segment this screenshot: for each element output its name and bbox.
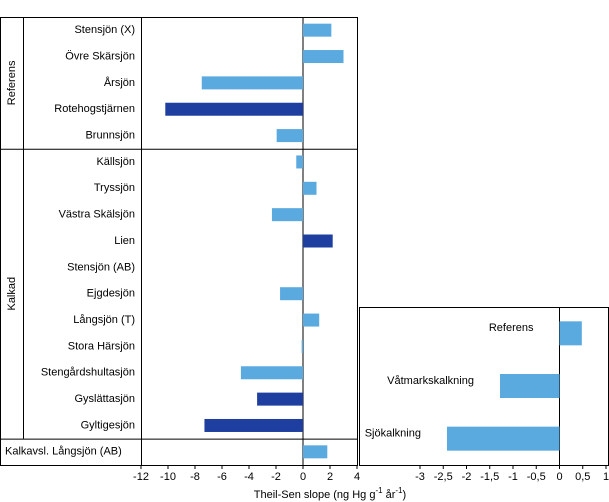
bar bbox=[303, 50, 344, 64]
bar bbox=[240, 366, 303, 380]
group-label: Referens bbox=[6, 60, 18, 105]
bar bbox=[276, 129, 303, 143]
group-label: Kalkad bbox=[6, 277, 18, 311]
category-label: Långsjön (T) bbox=[73, 314, 135, 326]
x-axis-label-part: -1 bbox=[375, 486, 383, 495]
bar bbox=[271, 208, 303, 222]
x-tick-label: -2,5 bbox=[434, 471, 453, 483]
bar bbox=[303, 445, 328, 459]
category-label: Stora Härsjön bbox=[68, 340, 135, 352]
bar bbox=[296, 155, 303, 169]
x-axis-label-part: år bbox=[383, 489, 396, 501]
bar bbox=[257, 392, 303, 406]
category-label: Lien bbox=[114, 235, 135, 247]
bar bbox=[303, 313, 320, 327]
category-label: Tryssjön bbox=[94, 182, 135, 194]
x-tick-label: -0,5 bbox=[527, 471, 546, 483]
category-label: Gyltigesjön bbox=[81, 419, 135, 431]
x-tick-label: -1 bbox=[508, 471, 518, 483]
category-label: Västra Skälsjön bbox=[59, 209, 135, 221]
x-axis-label-part: -1 bbox=[395, 486, 403, 495]
category-label: Rotehogstjärnen bbox=[54, 103, 135, 115]
category-label: Våtmarkskalkning bbox=[387, 375, 474, 387]
bar bbox=[559, 321, 582, 346]
category-label: Sjökalkning bbox=[365, 428, 421, 440]
x-tick-label: 0 bbox=[556, 471, 562, 483]
bar bbox=[204, 418, 303, 432]
category-label: Referens bbox=[489, 322, 534, 334]
x-tick-label: 1 bbox=[603, 471, 609, 483]
bar bbox=[446, 426, 560, 451]
bar bbox=[499, 374, 560, 398]
bar bbox=[303, 181, 317, 195]
bar bbox=[280, 287, 303, 301]
x-tick-label: -4 bbox=[244, 471, 254, 483]
category-label: Ejgdesjön bbox=[87, 288, 135, 300]
x-tick-label: -2 bbox=[271, 471, 281, 483]
bar bbox=[201, 76, 303, 90]
x-axis-label-part: ) bbox=[403, 489, 407, 501]
x-tick-label: 0 bbox=[300, 471, 306, 483]
bar bbox=[303, 23, 332, 37]
x-axis-label: Theil-Sen slope (ng Hg g-1 år-1) bbox=[254, 486, 406, 501]
category-label: Årsjön bbox=[104, 76, 135, 89]
bar bbox=[301, 339, 303, 353]
x-tick-label: 2 bbox=[327, 471, 333, 483]
x-axis-label-part: Theil-Sen slope (ng Hg g bbox=[254, 489, 376, 501]
x-tick-label: -2 bbox=[462, 471, 472, 483]
category-label: Kalkavsl. Långsjön (AB) bbox=[5, 446, 122, 458]
bar bbox=[165, 102, 303, 116]
category-label: Brunnsjön bbox=[85, 129, 135, 141]
x-tick-label: -6 bbox=[217, 471, 227, 483]
x-tick-label: -3 bbox=[415, 471, 425, 483]
bar bbox=[303, 234, 333, 248]
category-label: Stensjön (AB) bbox=[67, 261, 135, 273]
x-tick-label: -1,5 bbox=[480, 471, 499, 483]
x-tick-label: 0,5 bbox=[575, 471, 590, 483]
x-tick-label: -12 bbox=[133, 471, 149, 483]
x-tick-label: -8 bbox=[190, 471, 200, 483]
category-label: Stengårdshultasjön bbox=[41, 367, 135, 379]
category-label: Stensjön (X) bbox=[74, 24, 135, 36]
category-label: Övre Skärsjön bbox=[65, 50, 135, 62]
main-frame bbox=[0, 17, 358, 466]
category-label: Gyslättasjön bbox=[74, 393, 135, 405]
x-tick-label: -10 bbox=[160, 471, 176, 483]
x-tick-label: 4 bbox=[354, 471, 360, 483]
category-label: Källsjön bbox=[96, 156, 135, 168]
